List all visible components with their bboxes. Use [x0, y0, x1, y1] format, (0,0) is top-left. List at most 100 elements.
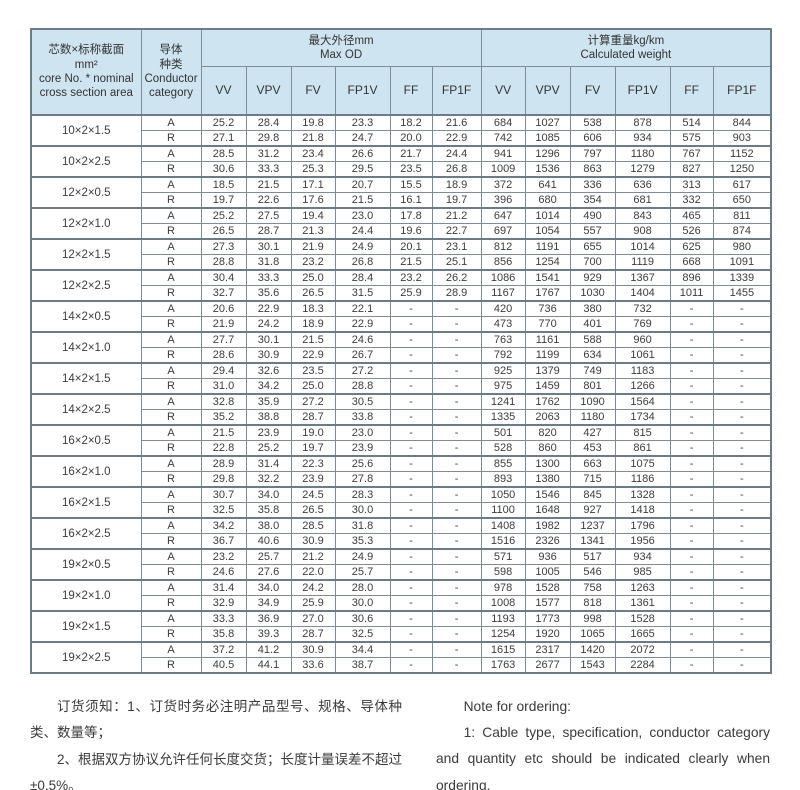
- od-value-cell: -: [431, 533, 482, 550]
- weight-value-cell: 1193: [480, 610, 526, 627]
- table-row: 16×2×1.5 A 30.7 34.0 24.5 28.3- -1050 1546 845 13…: [30, 486, 772, 519]
- weight-value-cell: -: [669, 579, 714, 596]
- weight-value-cell: 1075: [614, 455, 671, 472]
- od-value-cell: 37.2: [200, 641, 247, 658]
- header-conductor-category: 导体 种类 Conductor category: [140, 28, 202, 116]
- od-value-cell: 30.0: [334, 502, 391, 519]
- weight-value-cell: 1027: [524, 114, 571, 131]
- od-value-cell: 19.8: [290, 114, 336, 131]
- od-value-cell: 25.2: [200, 114, 247, 131]
- header-conductor-en2: category: [148, 87, 194, 100]
- weight-value-cell: 1541: [524, 269, 571, 286]
- weight-value-cell: 960: [614, 331, 671, 348]
- footer-notes: 订货须知：1、订货时务必注明产品型号、规格、导体种类、数量等； 2、根据双方协议…: [30, 694, 770, 790]
- od-value-cell: -: [431, 455, 482, 472]
- weight-value-cell: 380: [569, 300, 616, 317]
- table-row: 10×2×1.5 A 25.2 28.4 19.8 23.3 18.2 21.6 684 1027…: [30, 114, 772, 147]
- weight-value-cell: 2317: [524, 641, 571, 658]
- weight-value-cell: 636: [614, 176, 671, 193]
- weight-value-cell: 1767: [524, 285, 571, 302]
- header-od-fv: FV: [290, 66, 336, 116]
- weight-value-cell: 1455: [712, 285, 772, 302]
- od-value-cell: 22.3: [290, 455, 336, 472]
- header-wt-vv: VV: [480, 66, 526, 116]
- od-value-cell: 23.5: [290, 362, 336, 379]
- weight-value-cell: -: [712, 393, 772, 410]
- weight-value-cell: -: [712, 331, 772, 348]
- header-od-ff: FF: [389, 66, 433, 116]
- od-value-cell: -: [389, 331, 433, 348]
- weight-value-cell: -: [669, 610, 714, 627]
- weight-value-cell: 1379: [524, 362, 571, 379]
- weight-value-cell: -: [712, 300, 772, 317]
- weight-value-cell: -: [669, 378, 714, 395]
- od-value-cell: -: [431, 331, 482, 348]
- weight-value-cell: -: [669, 502, 714, 519]
- header-max-od-en: Max OD: [319, 49, 363, 61]
- od-value-cell: 23.2: [200, 548, 247, 565]
- weight-value-cell: 1014: [524, 207, 571, 224]
- weight-value-cell: 1086: [480, 269, 526, 286]
- conductor-category-cell: A: [140, 300, 202, 317]
- od-value-cell: 32.6: [245, 362, 292, 379]
- od-value-cell: -: [389, 579, 433, 596]
- weight-value-cell: -: [669, 424, 714, 441]
- size-cell: 19×2×0.5: [30, 548, 142, 581]
- od-value-cell: -: [389, 502, 433, 519]
- od-value-cell: 22.7: [431, 223, 482, 240]
- weight-value-cell: 715: [569, 471, 616, 488]
- weight-value-cell: 1615: [480, 641, 526, 658]
- weight-value-cell: 896: [669, 269, 714, 286]
- weight-value-cell: 1279: [614, 161, 671, 178]
- weight-value-cell: 1335: [480, 409, 526, 426]
- od-value-cell: 28.9: [431, 285, 482, 302]
- od-value-cell: 25.0: [290, 269, 336, 286]
- od-value-cell: 22.9: [290, 347, 336, 364]
- od-value-cell: 28.8: [200, 254, 247, 271]
- weight-value-cell: 465: [669, 207, 714, 224]
- od-value-cell: 25.9: [290, 595, 336, 612]
- od-value-cell: -: [431, 316, 482, 333]
- weight-value-cell: 801: [569, 378, 616, 395]
- od-value-cell: 23.0: [334, 207, 391, 224]
- conductor-category-cell: R: [140, 471, 202, 488]
- conductor-category-cell: A: [140, 641, 202, 658]
- weight-value-cell: 1050: [480, 486, 526, 503]
- od-value-cell: 30.9: [290, 641, 336, 658]
- od-value-cell: 36.7: [200, 533, 247, 550]
- weight-value-cell: -: [712, 641, 772, 658]
- od-value-cell: -: [431, 471, 482, 488]
- weight-value-cell: 1008: [480, 595, 526, 612]
- table-row: R 32.9 34.9 25.9 30.0- -1008 1577 818 1361- -: [31, 595, 772, 612]
- od-value-cell: 22.0: [290, 564, 336, 581]
- od-value-cell: 28.5: [200, 145, 247, 162]
- weight-value-cell: 1180: [614, 145, 671, 162]
- weight-value-cell: 1380: [524, 471, 571, 488]
- od-value-cell: -: [431, 409, 482, 426]
- header-cross-section-zh: 芯数×标称截面: [48, 44, 125, 57]
- od-value-cell: 34.2: [245, 378, 292, 395]
- weight-value-cell: -: [712, 486, 772, 503]
- header-cross-section-unit: mm²: [74, 58, 98, 71]
- weight-value-cell: 936: [524, 548, 571, 565]
- table-row: R 40.5 44.1 33.6 38.7- -1763 2677 1543 2284- -: [31, 657, 772, 674]
- weight-value-cell: -: [712, 657, 772, 674]
- od-value-cell: 24.6: [334, 331, 391, 348]
- od-value-cell: 31.8: [334, 517, 391, 534]
- od-value-cell: 34.0: [245, 579, 292, 596]
- od-value-cell: 33.3: [245, 161, 292, 178]
- weight-value-cell: 1773: [524, 610, 571, 627]
- od-value-cell: 33.6: [290, 657, 336, 674]
- weight-value-cell: 1920: [524, 626, 571, 643]
- weight-value-cell: 1152: [712, 145, 772, 162]
- weight-value-cell: 797: [569, 145, 616, 162]
- table-row: R 32.5 35.8 26.5 30.0- -1100 1648 927 1418- -: [31, 502, 772, 519]
- weight-value-cell: -: [669, 486, 714, 503]
- weight-value-cell: 1408: [480, 517, 526, 534]
- weight-value-cell: 1254: [524, 254, 571, 271]
- od-value-cell: -: [431, 610, 482, 627]
- weight-value-cell: 2326: [524, 533, 571, 550]
- od-value-cell: 21.5: [200, 424, 247, 441]
- weight-value-cell: 1180: [569, 409, 616, 426]
